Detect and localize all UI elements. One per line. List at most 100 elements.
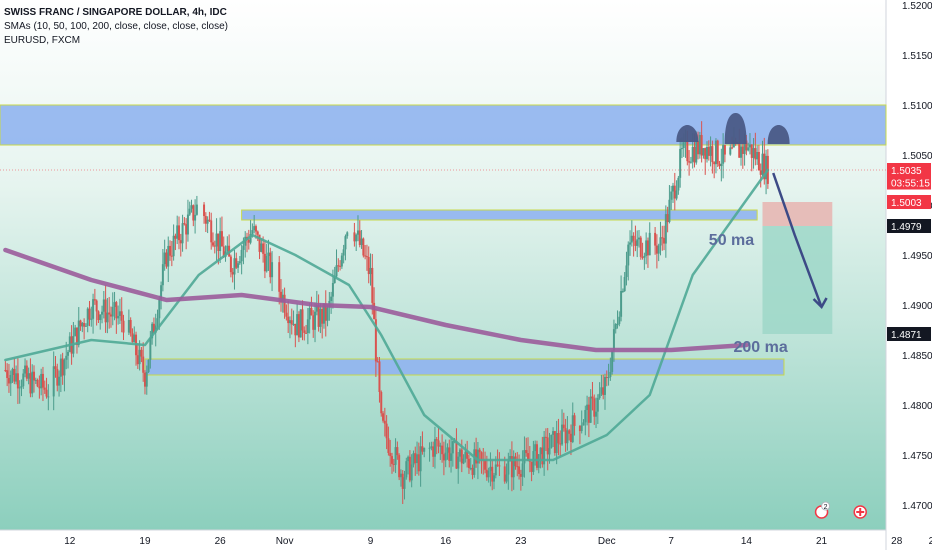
candle-body bbox=[27, 373, 30, 379]
overlay-label[interactable]: EURUSD, FXCM bbox=[4, 35, 81, 46]
candle-body bbox=[238, 261, 241, 264]
candle-body bbox=[140, 349, 143, 357]
candle-body bbox=[664, 214, 667, 244]
candle-body bbox=[294, 323, 297, 336]
y-tick-label: 1.4700 bbox=[902, 501, 932, 512]
candle-body bbox=[695, 140, 698, 163]
candle-body bbox=[67, 351, 70, 356]
candle-body bbox=[263, 253, 266, 272]
candle-body bbox=[738, 143, 741, 158]
candle-body bbox=[9, 374, 12, 384]
candle-body bbox=[544, 436, 547, 438]
candle-body bbox=[476, 449, 479, 464]
candle-body bbox=[185, 224, 188, 235]
candle-body bbox=[324, 303, 327, 321]
candle-body bbox=[401, 473, 404, 489]
candle-body bbox=[550, 434, 553, 449]
candle-body bbox=[750, 144, 753, 158]
candle-body bbox=[115, 302, 118, 319]
candle-body bbox=[573, 415, 576, 426]
candle-body bbox=[643, 255, 646, 258]
candle-body bbox=[117, 315, 120, 319]
candle-body bbox=[621, 290, 624, 292]
candle-body bbox=[292, 323, 295, 325]
candle-body bbox=[88, 308, 91, 320]
candle-body bbox=[254, 226, 257, 232]
candle-body bbox=[419, 446, 422, 472]
candle-body bbox=[607, 377, 610, 379]
candle-body bbox=[587, 404, 590, 423]
support-resistance-zone bbox=[144, 358, 785, 376]
candle-body bbox=[430, 446, 433, 448]
symbol-title[interactable]: SWISS FRANC / SINGAPORE DOLLAR, 4h, IDC bbox=[4, 7, 227, 18]
candle-body bbox=[158, 299, 161, 319]
candle-body bbox=[226, 245, 229, 252]
candle-body bbox=[646, 240, 649, 256]
candle-body bbox=[22, 373, 25, 387]
candle-body bbox=[310, 307, 313, 316]
candle-body bbox=[217, 233, 220, 251]
candle-body bbox=[367, 256, 370, 275]
candle-body bbox=[29, 373, 32, 394]
candle-body bbox=[655, 245, 658, 254]
candle-body bbox=[580, 425, 583, 432]
candle-body bbox=[314, 311, 317, 330]
candle-body bbox=[691, 146, 694, 162]
candle-body bbox=[31, 371, 34, 394]
candle-body bbox=[466, 451, 469, 459]
candle-body bbox=[322, 303, 325, 324]
candle-body bbox=[441, 445, 444, 455]
x-tick-label: 28 bbox=[891, 536, 903, 547]
candle-body bbox=[637, 237, 640, 240]
candle-body bbox=[464, 451, 467, 459]
candle-body bbox=[532, 451, 535, 472]
x-tick-label: 16 bbox=[440, 536, 452, 547]
candle-body bbox=[530, 461, 533, 472]
candle-body bbox=[541, 447, 544, 465]
plot-background bbox=[0, 0, 886, 530]
candle-body bbox=[639, 237, 642, 257]
candle-body bbox=[408, 456, 411, 481]
candle-body bbox=[636, 239, 639, 246]
candle-body bbox=[108, 312, 111, 315]
candle-body bbox=[288, 320, 291, 324]
candle-body bbox=[740, 146, 743, 158]
candle-body bbox=[335, 265, 338, 277]
candle-body bbox=[84, 325, 87, 327]
candle-body bbox=[521, 463, 524, 477]
candle-body bbox=[181, 223, 184, 244]
candle-body bbox=[645, 240, 648, 256]
x-tick-label: 2021 bbox=[929, 536, 932, 547]
head-shoulders-hump bbox=[676, 125, 699, 142]
candle-body bbox=[11, 368, 14, 375]
candle-body bbox=[133, 334, 136, 343]
candle-body bbox=[271, 262, 274, 278]
candle-body bbox=[106, 312, 109, 323]
candle-body bbox=[285, 312, 288, 317]
candle-body bbox=[677, 177, 680, 191]
candle-body bbox=[505, 474, 508, 482]
candle-body bbox=[170, 255, 173, 257]
x-tick-label: Nov bbox=[276, 536, 294, 547]
x-tick-label: 26 bbox=[215, 536, 227, 547]
candle-body bbox=[16, 373, 19, 389]
candle-body bbox=[557, 432, 560, 444]
candle-body bbox=[702, 148, 705, 156]
candle-body bbox=[519, 473, 522, 477]
candle-body bbox=[369, 267, 372, 275]
candle-body bbox=[54, 366, 57, 369]
candle-body bbox=[24, 365, 27, 374]
candle-body bbox=[729, 147, 732, 155]
candle-body bbox=[741, 146, 744, 154]
candle-body bbox=[539, 447, 542, 455]
candle-body bbox=[448, 447, 451, 461]
indicator-label[interactable]: SMAs (10, 50, 100, 200, close, close, cl… bbox=[4, 21, 228, 32]
candle-body bbox=[720, 163, 723, 167]
candle-body bbox=[475, 449, 478, 464]
candle-body bbox=[278, 262, 281, 292]
candle-body bbox=[525, 450, 528, 454]
candle-body bbox=[450, 453, 453, 461]
candle-body bbox=[190, 205, 193, 209]
